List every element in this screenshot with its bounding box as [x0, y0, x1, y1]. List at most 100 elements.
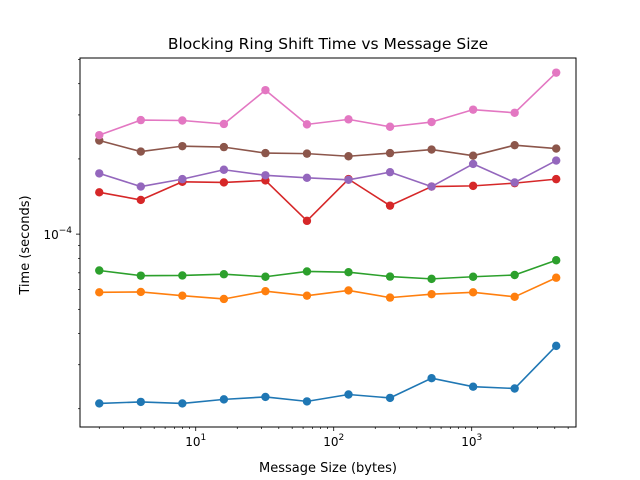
- data-point: [468, 151, 478, 160]
- plot-frame: [79, 57, 577, 428]
- data-point: [178, 116, 187, 125]
- chart-title: Blocking Ring Shift Time vs Message Size: [168, 35, 488, 53]
- data-point: [385, 201, 395, 210]
- ticks-layer: 101 102 103 10−4: [43, 59, 569, 449]
- data-point: [385, 393, 395, 403]
- x-tick-label: 102: [323, 433, 344, 449]
- data-point: [136, 182, 146, 191]
- data-point: [219, 119, 229, 129]
- data-point: [136, 115, 146, 125]
- data-point: [178, 399, 187, 408]
- data-point: [552, 68, 561, 77]
- data-point: [385, 272, 395, 281]
- data-point: [178, 291, 187, 300]
- data-point: [219, 178, 229, 187]
- data-point: [468, 288, 478, 297]
- data-point: [385, 148, 395, 158]
- data-point: [178, 174, 187, 184]
- data-point: [219, 142, 229, 152]
- data-point: [302, 149, 312, 158]
- data-point: [136, 195, 146, 205]
- data-point: [136, 287, 146, 297]
- data-point: [510, 108, 519, 117]
- data-point: [468, 272, 478, 281]
- data-point: [344, 390, 353, 399]
- series-1: [95, 341, 561, 408]
- data-point: [219, 270, 229, 279]
- data-point: [302, 216, 312, 226]
- series-line: [98, 72, 557, 136]
- data-point: [427, 182, 436, 191]
- data-point: [302, 397, 312, 406]
- data-point: [385, 293, 395, 302]
- series-6: [95, 136, 561, 161]
- series-line: [99, 139, 557, 158]
- data-point: [95, 169, 104, 178]
- data-point: [219, 395, 229, 404]
- data-point: [302, 267, 312, 276]
- data-point: [427, 117, 436, 127]
- data-point: [552, 273, 561, 282]
- data-point: [385, 167, 395, 177]
- data-point: [552, 256, 561, 265]
- data-point: [261, 286, 270, 296]
- x-tick-label: 103: [461, 433, 482, 449]
- data-point: [552, 341, 561, 351]
- data-point: [510, 178, 519, 187]
- data-point: [302, 120, 312, 129]
- data-point: [344, 268, 353, 277]
- series-7: [95, 68, 561, 140]
- data-point: [95, 130, 104, 140]
- data-point: [510, 140, 519, 150]
- data-point: [385, 122, 395, 131]
- data-point: [468, 159, 478, 169]
- data-point: [510, 292, 519, 302]
- data-point: [95, 288, 104, 297]
- data-point: [302, 173, 312, 183]
- y-axis-label: Time (seconds): [18, 195, 33, 295]
- data-point: [552, 174, 561, 184]
- x-tick-label: 101: [185, 433, 206, 449]
- series-line: [99, 345, 557, 405]
- series-5: [95, 156, 561, 191]
- series-layer: [95, 68, 561, 408]
- data-point: [136, 147, 146, 156]
- series-line: [99, 259, 557, 280]
- data-point: [344, 175, 353, 184]
- data-point: [261, 148, 270, 158]
- data-point: [427, 274, 436, 284]
- data-point: [510, 384, 519, 393]
- data-point: [136, 397, 146, 407]
- series-line: [99, 277, 557, 300]
- data-point: [468, 105, 478, 114]
- data-point: [261, 272, 270, 281]
- data-point: [344, 286, 353, 295]
- y-tick-label: 10−4: [43, 226, 72, 242]
- data-point: [552, 156, 561, 165]
- data-point: [427, 289, 436, 299]
- data-point: [427, 374, 436, 383]
- series-2: [95, 273, 561, 304]
- data-point: [261, 171, 270, 180]
- data-point: [95, 266, 104, 275]
- data-point: [219, 294, 229, 304]
- data-point: [136, 271, 146, 280]
- data-point: [178, 141, 187, 151]
- data-point: [95, 188, 104, 197]
- series-3: [95, 256, 561, 284]
- data-point: [468, 382, 478, 391]
- data-point: [261, 392, 270, 402]
- data-point: [344, 152, 353, 161]
- series-line: [99, 178, 557, 222]
- series-line: [99, 159, 557, 188]
- data-point: [344, 115, 353, 124]
- data-point: [95, 399, 104, 408]
- data-point: [178, 271, 187, 280]
- data-point: [468, 181, 478, 191]
- x-axis-label: Message Size (bytes): [259, 461, 397, 476]
- data-point: [427, 145, 436, 154]
- data-point: [552, 144, 561, 153]
- data-point: [302, 291, 312, 300]
